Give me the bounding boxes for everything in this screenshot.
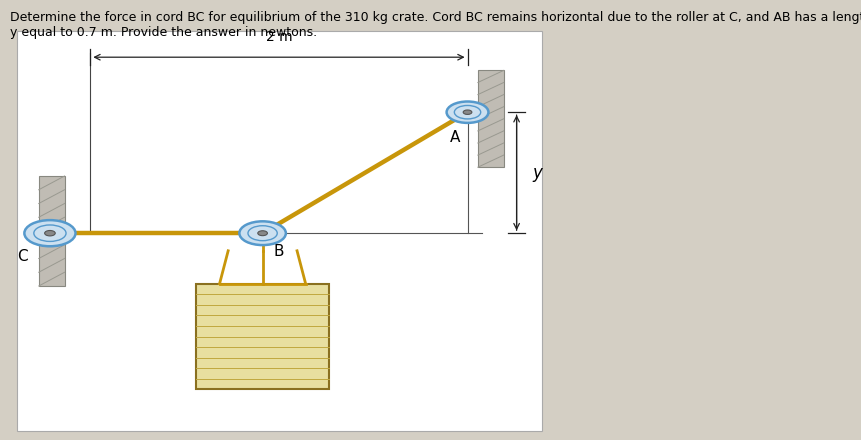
Text: C: C — [17, 249, 28, 264]
Text: Determine the force in cord BC for equilibrium of the 310 kg crate. Cord BC rema: Determine the force in cord BC for equil… — [10, 11, 861, 39]
Circle shape — [455, 106, 480, 119]
Text: 2 m: 2 m — [266, 30, 292, 44]
Bar — [196, 284, 329, 389]
Text: A: A — [449, 130, 460, 145]
Circle shape — [239, 221, 286, 245]
Circle shape — [257, 231, 268, 236]
Text: y: y — [532, 164, 542, 182]
Circle shape — [34, 225, 66, 242]
Bar — [39, 176, 65, 286]
Circle shape — [463, 110, 472, 114]
Circle shape — [45, 231, 55, 236]
Circle shape — [447, 102, 488, 123]
Circle shape — [248, 226, 277, 241]
Circle shape — [24, 220, 76, 246]
Bar — [478, 70, 504, 167]
Text: B: B — [274, 244, 284, 259]
Bar — [17, 31, 542, 431]
